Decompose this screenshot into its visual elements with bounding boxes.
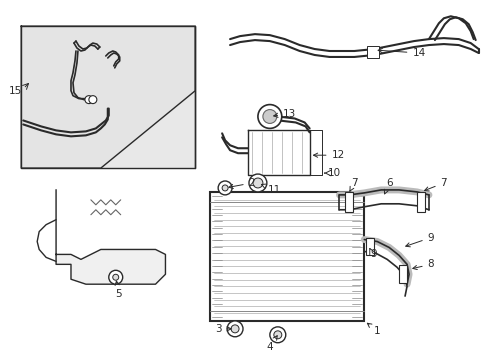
Bar [416, 192, 424, 212]
Bar [366, 238, 373, 255]
Text: 10: 10 [327, 168, 340, 178]
Text: 5: 5 [115, 281, 122, 299]
Circle shape [89, 96, 97, 104]
Text: 14: 14 [377, 48, 425, 58]
Circle shape [263, 109, 276, 123]
Polygon shape [56, 190, 165, 284]
Circle shape [222, 185, 227, 191]
Circle shape [252, 178, 263, 188]
Text: 2: 2 [228, 178, 255, 189]
Circle shape [113, 274, 119, 280]
Text: 3: 3 [214, 324, 231, 334]
Polygon shape [21, 26, 195, 168]
Text: 7: 7 [424, 178, 446, 191]
Text: 15: 15 [9, 86, 22, 96]
Text: 12: 12 [313, 150, 344, 160]
Circle shape [218, 181, 232, 195]
Text: 11: 11 [261, 184, 281, 195]
Circle shape [226, 321, 243, 337]
Text: 13: 13 [273, 108, 296, 118]
Text: 1: 1 [366, 323, 380, 336]
Bar [366, 46, 379, 58]
Circle shape [231, 325, 239, 333]
Text: 8: 8 [412, 259, 433, 270]
Circle shape [85, 96, 93, 104]
Polygon shape [247, 130, 309, 175]
Polygon shape [21, 26, 195, 168]
Circle shape [108, 270, 122, 284]
Bar [210, 192, 364, 321]
Text: 6: 6 [384, 178, 392, 194]
Circle shape [248, 174, 266, 192]
Bar [345, 192, 353, 212]
Circle shape [273, 331, 281, 339]
Circle shape [269, 327, 285, 343]
Bar [398, 265, 406, 283]
Text: 7: 7 [349, 178, 357, 191]
Text: 9: 9 [405, 233, 433, 247]
Text: 4: 4 [266, 336, 277, 352]
Text: 9: 9 [369, 249, 376, 260]
Circle shape [257, 105, 281, 129]
